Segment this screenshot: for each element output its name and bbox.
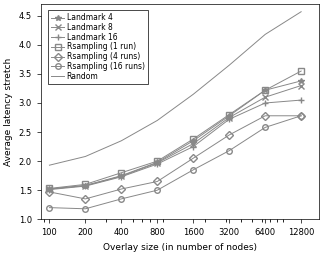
Landmark 4 bbox=[263, 89, 267, 92]
Rsampling (1 run) bbox=[120, 171, 123, 174]
Landmark 4 bbox=[227, 114, 231, 117]
Landmark 8 bbox=[83, 184, 87, 187]
Landmark 4 bbox=[191, 139, 195, 142]
Line: Landmark 8: Landmark 8 bbox=[47, 83, 304, 192]
Rsampling (1 run) bbox=[191, 137, 195, 141]
Landmark 8 bbox=[227, 116, 231, 119]
Landmark 16 bbox=[191, 145, 195, 148]
X-axis label: Overlay size (in number of nodes): Overlay size (in number of nodes) bbox=[103, 243, 257, 252]
Landmark 16 bbox=[263, 101, 267, 104]
Landmark 16 bbox=[155, 163, 159, 166]
Random bbox=[227, 64, 231, 67]
Rsampling (4 runs) bbox=[227, 133, 231, 136]
Landmark 16 bbox=[120, 175, 123, 178]
Random bbox=[299, 10, 303, 13]
Landmark 8 bbox=[120, 175, 123, 178]
Rsampling (4 runs) bbox=[299, 114, 303, 117]
Landmark 4 bbox=[83, 184, 87, 187]
Line: Rsampling (16 runs): Rsampling (16 runs) bbox=[47, 113, 304, 211]
Random bbox=[191, 93, 195, 96]
Rsampling (16 runs) bbox=[227, 149, 231, 152]
Rsampling (4 runs) bbox=[263, 114, 267, 117]
Line: Landmark 16: Landmark 16 bbox=[47, 97, 304, 192]
Rsampling (16 runs) bbox=[191, 168, 195, 171]
Rsampling (1 run) bbox=[83, 183, 87, 186]
Random bbox=[120, 139, 123, 142]
Random bbox=[47, 164, 51, 167]
Rsampling (16 runs) bbox=[155, 189, 159, 192]
Landmark 4 bbox=[120, 174, 123, 177]
Rsampling (16 runs) bbox=[83, 207, 87, 210]
Landmark 4 bbox=[155, 161, 159, 164]
Rsampling (1 run) bbox=[47, 187, 51, 190]
Rsampling (16 runs) bbox=[299, 114, 303, 117]
Rsampling (4 runs) bbox=[47, 190, 51, 194]
Rsampling (1 run) bbox=[263, 89, 267, 92]
Line: Random: Random bbox=[49, 12, 301, 165]
Landmark 8 bbox=[47, 187, 51, 190]
Random bbox=[155, 119, 159, 122]
Landmark 8 bbox=[263, 96, 267, 99]
Landmark 16 bbox=[299, 99, 303, 102]
Rsampling (4 runs) bbox=[155, 180, 159, 183]
Legend: Landmark 4, Landmark 8, Landmark 16, Rsampling (1 run), Rsampling (4 runs), Rsam: Landmark 4, Landmark 8, Landmark 16, Rsa… bbox=[47, 10, 148, 84]
Rsampling (4 runs) bbox=[120, 187, 123, 190]
Rsampling (16 runs) bbox=[263, 126, 267, 129]
Rsampling (1 run) bbox=[299, 69, 303, 72]
Landmark 4 bbox=[299, 79, 303, 82]
Y-axis label: Average latency stretch: Average latency stretch bbox=[4, 58, 13, 166]
Rsampling (1 run) bbox=[155, 159, 159, 163]
Rsampling (4 runs) bbox=[83, 197, 87, 200]
Landmark 16 bbox=[47, 188, 51, 191]
Rsampling (1 run) bbox=[227, 113, 231, 116]
Landmark 8 bbox=[191, 142, 195, 145]
Landmark 8 bbox=[299, 84, 303, 87]
Landmark 16 bbox=[227, 118, 231, 121]
Random bbox=[263, 33, 267, 36]
Line: Rsampling (1 run): Rsampling (1 run) bbox=[47, 68, 304, 191]
Line: Landmark 4: Landmark 4 bbox=[47, 78, 304, 192]
Random bbox=[83, 155, 87, 158]
Rsampling (16 runs) bbox=[47, 206, 51, 209]
Landmark 4 bbox=[47, 187, 51, 190]
Rsampling (4 runs) bbox=[191, 157, 195, 160]
Line: Rsampling (4 runs): Rsampling (4 runs) bbox=[47, 113, 304, 202]
Landmark 8 bbox=[155, 161, 159, 164]
Landmark 16 bbox=[83, 185, 87, 188]
Rsampling (16 runs) bbox=[120, 197, 123, 200]
